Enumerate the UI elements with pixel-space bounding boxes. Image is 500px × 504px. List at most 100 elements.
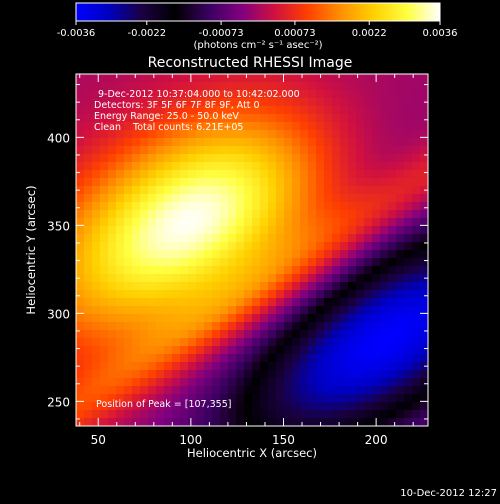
heatmap-cell [164, 114, 173, 123]
heatmap-cell [340, 162, 349, 171]
heatmap-cell [364, 354, 373, 363]
heatmap-cell [260, 298, 269, 307]
heatmap-cell [276, 202, 285, 211]
heatmap-cell [412, 402, 421, 411]
heatmap-cell [228, 314, 237, 323]
heatmap-cell [76, 386, 85, 395]
heatmap-cell [284, 242, 293, 251]
heatmap-cell [260, 258, 269, 267]
heatmap-cell [180, 410, 189, 419]
heatmap-cell [284, 162, 293, 171]
heatmap-cell [316, 210, 325, 219]
heatmap-cell [164, 298, 173, 307]
heatmap-cell [340, 290, 349, 299]
heatmap-cell [236, 138, 245, 147]
heatmap-cell [308, 282, 317, 291]
heatmap-cell [172, 394, 181, 403]
heatmap-cell [396, 210, 405, 219]
heatmap-cell [268, 330, 277, 339]
heatmap-cell [228, 346, 237, 355]
heatmap-cell [396, 226, 405, 235]
heatmap-cell [388, 170, 397, 179]
heatmap-cell [420, 146, 428, 155]
heatmap-cell [132, 218, 141, 227]
heatmap-cell [204, 298, 213, 307]
heatmap-cell [220, 186, 229, 195]
heatmap-cell [76, 90, 85, 99]
heatmap-cell [100, 202, 109, 211]
heatmap-cell [292, 234, 301, 243]
heatmap-cell [188, 354, 197, 363]
heatmap-cell [284, 154, 293, 163]
heatmap-cell [124, 106, 133, 115]
heatmap-cell [228, 306, 237, 315]
heatmap-cell [396, 258, 405, 267]
heatmap-cell [196, 274, 205, 283]
heatmap-cell [380, 362, 389, 371]
heatmap-cell [124, 130, 133, 139]
heatmap-cell [332, 306, 341, 315]
heatmap-cell [132, 186, 141, 195]
heatmap-cell [252, 306, 261, 315]
heatmap-cell [148, 178, 157, 187]
heatmap-cell [180, 394, 189, 403]
heatmap-cell [396, 146, 405, 155]
heatmap-cell [92, 210, 101, 219]
heatmap-cell [108, 226, 117, 235]
heatmap-cell [156, 274, 165, 283]
heatmap-cell [92, 306, 101, 315]
heatmap-cell [100, 114, 109, 123]
heatmap-cell [324, 82, 333, 91]
heatmap-cell [140, 130, 149, 139]
heatmap-cell [388, 186, 397, 195]
x-tick-label: 200 [365, 433, 388, 447]
heatmap-cell [412, 82, 421, 91]
heatmap-cell [244, 266, 253, 275]
heatmap-cell [156, 202, 165, 211]
heatmap-cell [380, 346, 389, 355]
heatmap-cell [412, 258, 421, 267]
heatmap-cell [236, 386, 245, 395]
heatmap-cell [268, 266, 277, 275]
heatmap-cell [332, 210, 341, 219]
heatmap-cell [380, 130, 389, 139]
heatmap-cell [324, 378, 333, 387]
heatmap-cell [332, 218, 341, 227]
heatmap-cell [340, 138, 349, 147]
heatmap-cell [420, 90, 428, 99]
heatmap-cell [348, 226, 357, 235]
heatmap-cell [172, 146, 181, 155]
heatmap-cell [260, 322, 269, 331]
heatmap-cell [356, 418, 365, 426]
heatmap-cell [132, 170, 141, 179]
heatmap-cell [348, 114, 357, 123]
heatmap-cell [228, 106, 237, 115]
heatmap-cell [388, 298, 397, 307]
chart-title: Reconstructed RHESSI Image [148, 55, 353, 71]
heatmap-cell [300, 362, 309, 371]
heatmap-cell [268, 418, 277, 426]
heatmap-cell [292, 194, 301, 203]
heatmap-cell [140, 298, 149, 307]
heatmap-cell [324, 154, 333, 163]
heatmap-cell [364, 338, 373, 347]
heatmap-cell [404, 338, 413, 347]
heatmap-cell [212, 274, 221, 283]
heatmap-cell [348, 210, 357, 219]
heatmap-cell [188, 194, 197, 203]
heatmap-cell [100, 394, 109, 403]
heatmap-cell [412, 154, 421, 163]
heatmap-cell [180, 330, 189, 339]
heatmap-cell [132, 242, 141, 251]
heatmap-cell [412, 74, 421, 83]
heatmap-cell [92, 146, 101, 155]
heatmap-cell [180, 346, 189, 355]
heatmap-cell [356, 234, 365, 243]
heatmap-cell [196, 74, 205, 83]
heatmap-cell [412, 298, 421, 307]
heatmap-cell [204, 394, 213, 403]
heatmap-cell [316, 410, 325, 419]
heatmap-cell [204, 186, 213, 195]
heatmap-cell [284, 202, 293, 211]
heatmap-cell [324, 418, 333, 426]
